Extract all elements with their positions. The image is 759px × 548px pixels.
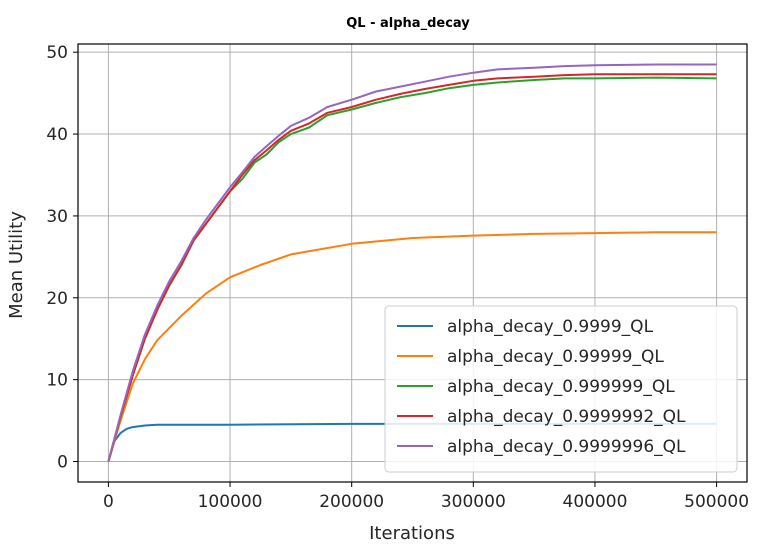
x-tick-label: 100000 <box>198 492 263 512</box>
legend-label: alpha_decay_0.9999_QL <box>447 317 654 337</box>
legend-label: alpha_decay_0.9999992_QL <box>447 407 686 427</box>
y-tick-label: 0 <box>57 453 68 473</box>
legend-label: alpha_decay_0.999999_QL <box>447 377 675 397</box>
plot-frame <box>77 43 748 483</box>
y-tick-label: 40 <box>46 125 68 145</box>
y-tick-label: 10 <box>46 371 68 391</box>
legend-box <box>384 305 738 473</box>
x-axis-ticks: 0 100000 200000 300000 400000 500000 <box>103 482 749 512</box>
legend-label: alpha_decay_0.9999996_QL <box>447 437 686 457</box>
x-tick-label: 500000 <box>684 492 749 512</box>
series-line <box>107 63 717 462</box>
x-tick-label: 300000 <box>441 492 506 512</box>
y-axis-label: Mean Utility <box>6 211 27 319</box>
series-line <box>107 73 717 462</box>
y-tick-label: 20 <box>46 289 68 309</box>
y-tick-label: 50 <box>46 43 68 63</box>
series-line <box>107 231 717 462</box>
legend: alpha_decay_0.9999_QL alpha_decay_0.99999… <box>384 305 738 473</box>
legend-label: alpha_decay_0.99999_QL <box>447 347 664 367</box>
x-tick-label: 200000 <box>319 492 384 512</box>
x-tick-label: 0 <box>103 492 114 512</box>
y-axis-ticks: 0 10 20 30 40 50 <box>46 43 78 473</box>
x-tick-label: 400000 <box>563 492 628 512</box>
chart-title: QL - alpha_decay <box>346 16 470 31</box>
grid-lines <box>78 44 747 482</box>
y-tick-label: 30 <box>46 207 68 227</box>
x-axis-label: Iterations <box>369 523 455 544</box>
